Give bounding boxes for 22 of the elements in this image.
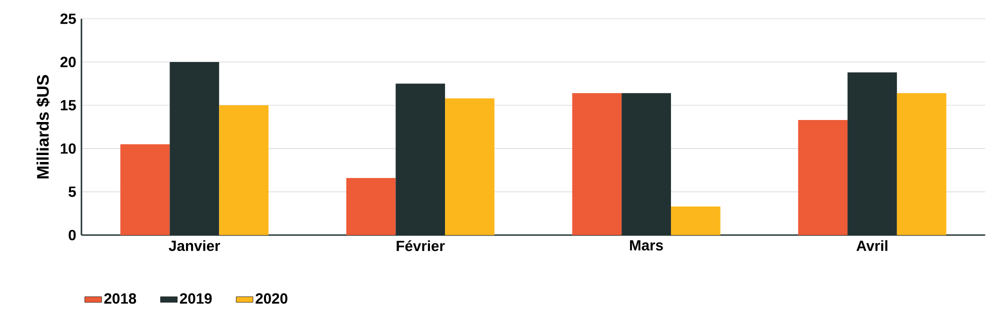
- bar: [346, 178, 396, 236]
- y-tick-label: 0: [68, 230, 76, 240]
- x-tick-label: Avril: [856, 240, 888, 251]
- y-tick-label: 20: [60, 56, 76, 68]
- bar: [572, 93, 622, 236]
- legend-label: 2020: [256, 293, 288, 304]
- y-axis-title: Milliards $US: [36, 75, 50, 178]
- legend-label: 2019: [180, 293, 212, 304]
- x-tick-label: Février: [396, 240, 445, 252]
- bar: [445, 98, 494, 236]
- bar: [896, 93, 946, 236]
- y-tick-label: 10: [60, 143, 76, 154]
- y-tick-label: 5: [68, 186, 76, 197]
- y-tick-label: 15: [60, 100, 76, 110]
- x-tick-label: Mars: [630, 240, 663, 250]
- x-tick-label: Janvier: [168, 240, 220, 251]
- bar: [120, 144, 170, 236]
- bar: [670, 206, 720, 236]
- y-tick-label: 25: [60, 14, 76, 24]
- legend-label: 2018: [104, 293, 136, 304]
- bar: [219, 105, 268, 236]
- bar: [798, 120, 848, 236]
